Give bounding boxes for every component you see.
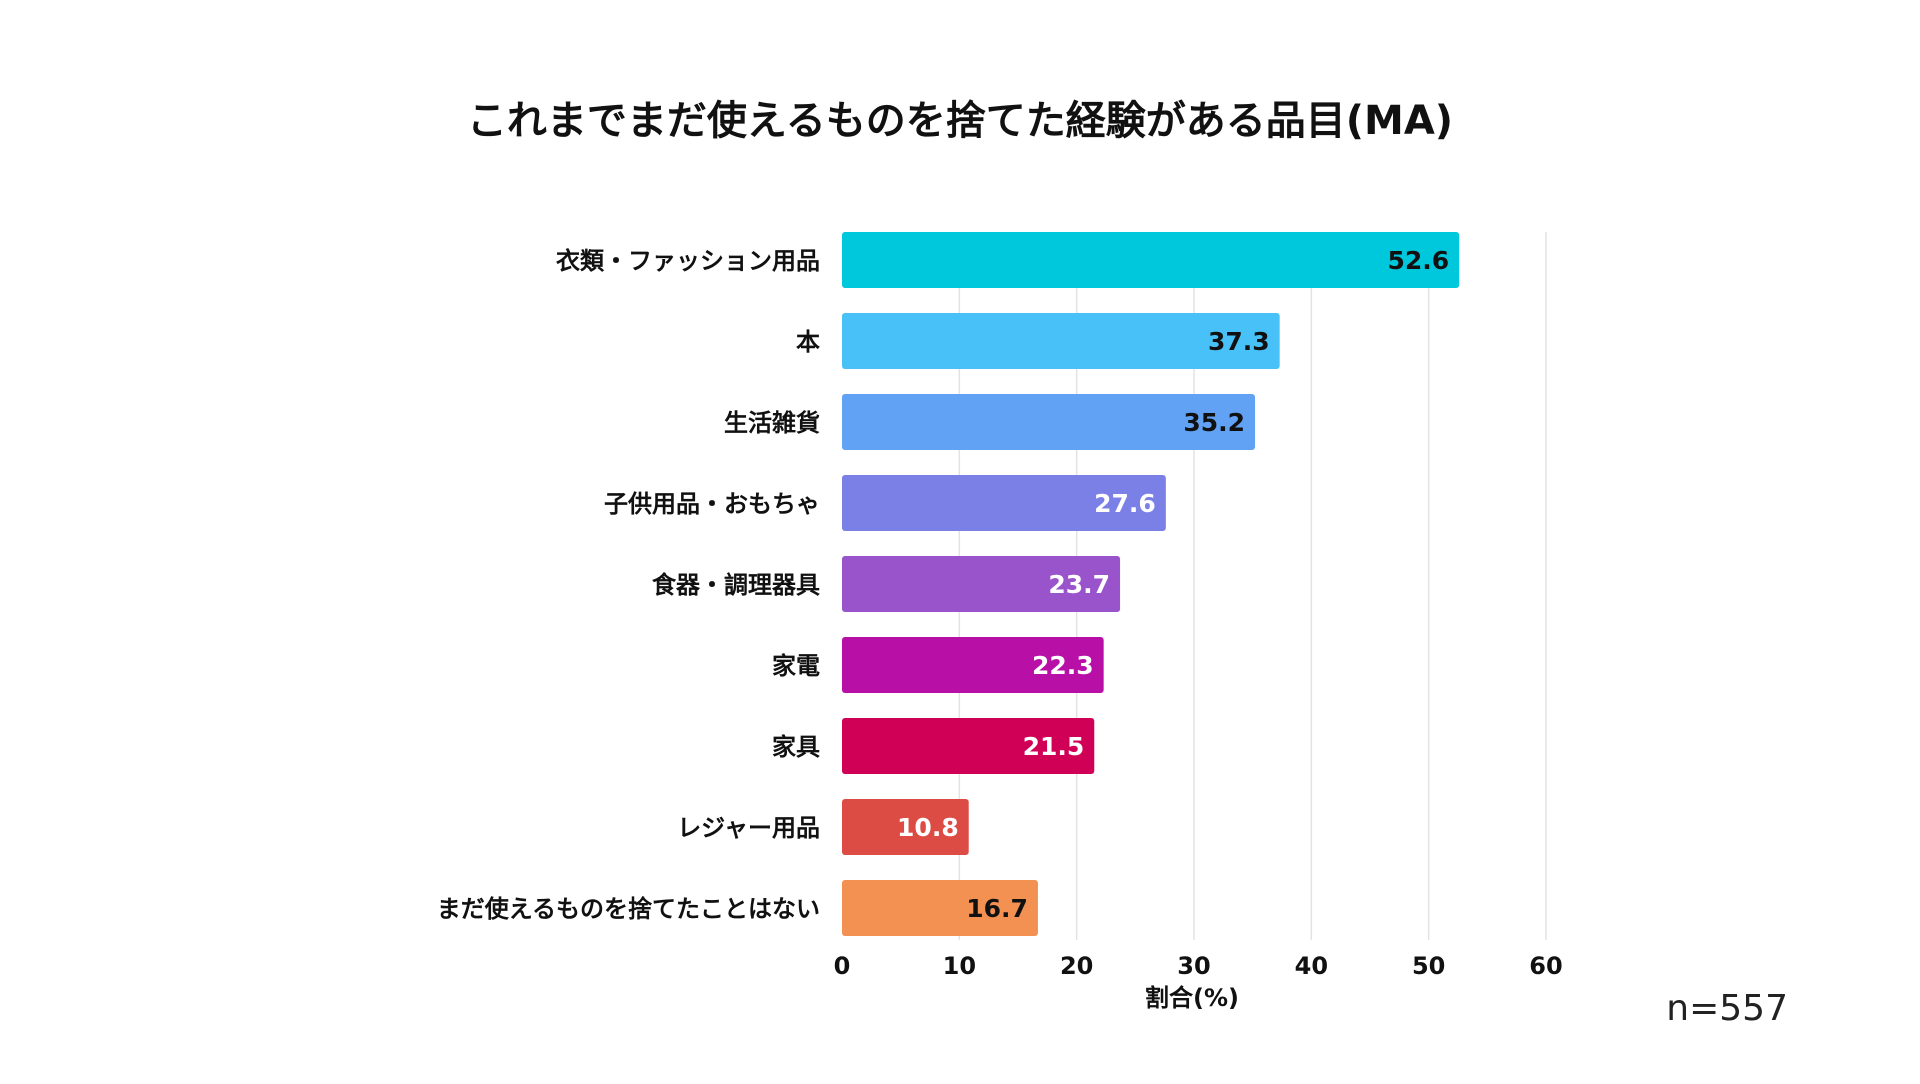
category-label: 本 [796, 328, 820, 356]
x-tick-label: 30 [1177, 952, 1210, 980]
bar-value-label: 52.6 [1387, 246, 1449, 275]
bar-value-label: 37.3 [1208, 327, 1270, 356]
x-axis-title: 割合(%) [1145, 984, 1239, 1012]
sample-size-note: n=557 [1666, 988, 1788, 1029]
x-tick-label: 10 [943, 952, 976, 980]
x-tick-label: 50 [1412, 952, 1445, 980]
bar-value-label: 35.2 [1183, 408, 1245, 437]
bar [842, 556, 1121, 612]
category-label: 家電 [772, 652, 820, 680]
category-labels: 衣類・ファッション用品本生活雑貨子供用品・おもちゃ食器・調理器具家電家具レジャー… [437, 247, 820, 923]
category-label: 食器・調理器具 [652, 571, 820, 599]
bar [842, 637, 1104, 693]
x-tick-label: 0 [834, 952, 851, 980]
x-axis-ticks: 0 10 20 30 40 50 60 [834, 952, 1563, 980]
bar [842, 718, 1095, 774]
bar [842, 394, 1256, 450]
category-label: 衣類・ファッション用品 [556, 247, 820, 275]
bar [842, 880, 1038, 936]
bar-value-label: 16.7 [966, 894, 1028, 923]
bar-value-label: 27.6 [1094, 489, 1156, 518]
bar [842, 313, 1280, 369]
bar [842, 475, 1166, 531]
bar-value-label: 23.7 [1048, 570, 1110, 599]
chart-title: これまでまだ使えるものを捨てた経験がある品目(MA) [467, 98, 1453, 144]
bars: 52.6 37.3 35.2 27.6 23.7 22.3 21.5 10.8 16.7 [842, 232, 1460, 936]
bar-value-label: 21.5 [1023, 732, 1085, 761]
category-label: まだ使えるものを捨てたことはない [437, 895, 820, 923]
x-tick-label: 60 [1529, 952, 1562, 980]
bar [842, 232, 1460, 288]
bar [842, 799, 969, 855]
x-tick-label: 40 [1295, 952, 1328, 980]
bar-value-label: 10.8 [897, 813, 959, 842]
category-label: 生活雑貨 [724, 409, 820, 437]
category-label: レジャー用品 [677, 814, 820, 842]
category-label: 子供用品・おもちゃ [604, 490, 820, 518]
category-label: 家具 [772, 733, 820, 761]
x-tick-label: 20 [1060, 952, 1093, 980]
bar-value-label: 22.3 [1032, 651, 1094, 680]
